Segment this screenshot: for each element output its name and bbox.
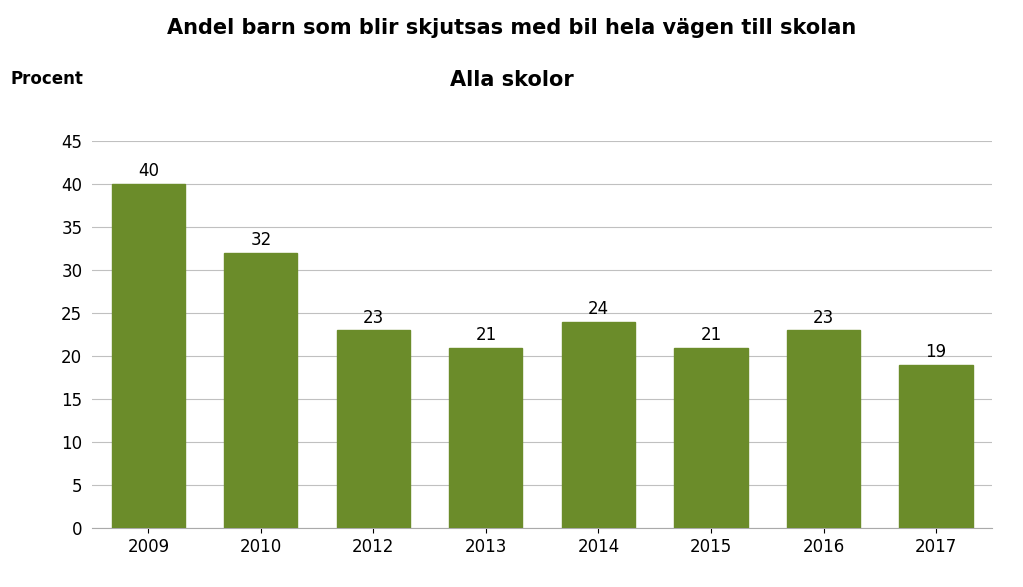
Text: 21: 21 xyxy=(476,326,496,344)
Text: 23: 23 xyxy=(813,309,834,327)
Bar xyxy=(112,184,185,528)
Text: Andel barn som blir skjutsas med bil hela vägen till skolan: Andel barn som blir skjutsas med bil hel… xyxy=(167,18,856,38)
Text: Alla skolor: Alla skolor xyxy=(450,70,573,90)
Text: 21: 21 xyxy=(701,326,721,344)
Bar xyxy=(562,322,635,528)
Text: 32: 32 xyxy=(251,231,271,249)
Text: 40: 40 xyxy=(138,163,159,180)
Bar xyxy=(674,348,748,528)
Bar xyxy=(899,365,973,528)
Text: 24: 24 xyxy=(588,300,609,318)
Bar xyxy=(449,348,523,528)
Bar xyxy=(337,330,410,528)
Text: 19: 19 xyxy=(926,343,946,361)
Text: 23: 23 xyxy=(363,309,384,327)
Text: Procent: Procent xyxy=(10,70,83,89)
Bar xyxy=(224,253,298,528)
Bar xyxy=(787,330,860,528)
